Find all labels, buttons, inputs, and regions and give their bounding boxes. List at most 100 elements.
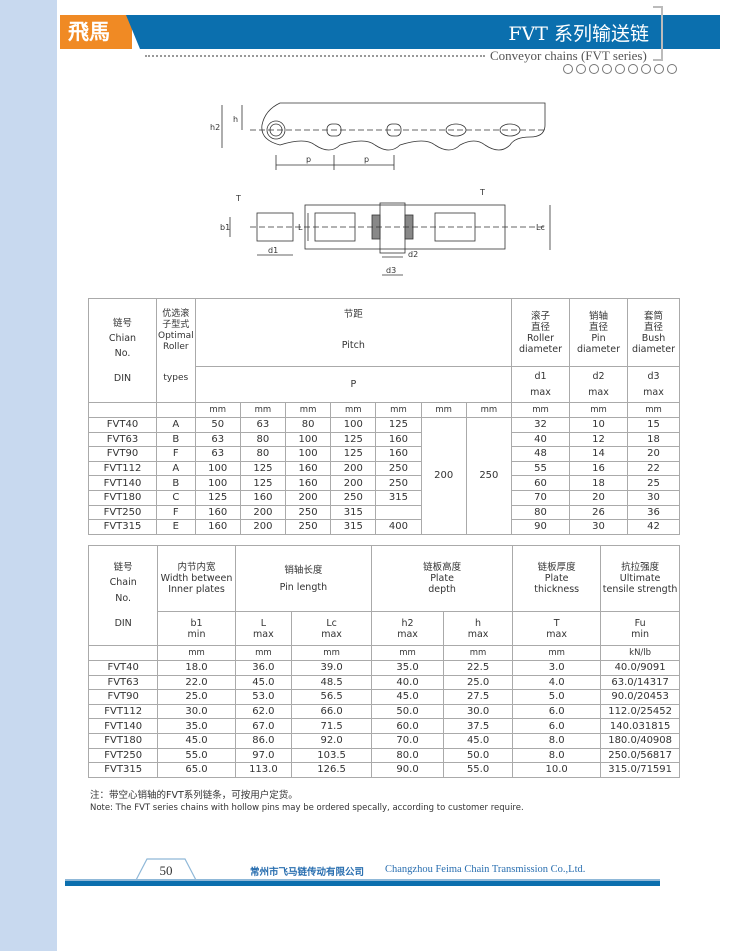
table-cell: FVT180 [87, 732, 159, 749]
table-cell: B [156, 475, 196, 491]
table-cell: 67.0 [234, 718, 293, 734]
merged-pitch-cell: 250 [465, 417, 513, 535]
table-cell: 26 [569, 504, 628, 521]
table-cell: FVT63 [88, 431, 157, 448]
table-cell: 200 [284, 489, 332, 506]
table-row: FVT63 22.0 45.0 48.5 40.0 25.0 4.0 63.0/14317 [87, 674, 680, 691]
table-row: FVT90 25.0 53.0 56.5 45.0 27.5 5.0 90.0/20453 [87, 689, 680, 705]
label-d2: d2 [408, 250, 418, 259]
table-cell: 14 [569, 446, 628, 462]
table-cell: 250 [375, 475, 422, 491]
table-cell: 18 [569, 475, 628, 491]
page-tab [135, 858, 197, 882]
table-cell: 113.0 [234, 762, 293, 778]
table-row: FVT40 A 50 63 80 100 125 200 250 32 10 15 [88, 417, 680, 535]
header-bar [126, 15, 720, 49]
table-cell: 63 [194, 446, 241, 462]
table-cell: 140.031815 [600, 718, 680, 734]
table-cell: 100 [330, 417, 377, 433]
table-cell: 315 [375, 489, 422, 506]
table-cell: 400 [375, 519, 422, 535]
table-cell: 80 [239, 431, 286, 448]
table-cell: 35.0 [157, 718, 236, 734]
table-cell: 80 [284, 417, 332, 433]
label-Lc: Lc [536, 223, 545, 232]
table-cell: 10 [569, 417, 628, 433]
page-title: FVT 系列输送链 [508, 23, 649, 45]
table-cell: 100 [194, 475, 241, 491]
table-row: FVT315 65.0 113.0 126.5 90.0 55.0 10.0 315.0/71… [87, 762, 680, 778]
table-cell: 6.0 [512, 703, 602, 720]
table-cell: 30.0 [443, 703, 514, 720]
label-b1: b1 [220, 223, 230, 232]
label-p: p [306, 155, 311, 164]
table-cell: FVT40 [87, 660, 159, 676]
table-cell: 20 [627, 446, 680, 462]
table-cell: 250 [330, 489, 377, 506]
table-cell: 39.0 [291, 660, 373, 676]
table-cell: 45.0 [371, 689, 445, 705]
table-cell: 8.0 [512, 747, 602, 764]
table-cell: 30.0 [157, 703, 236, 720]
table-cell: 125 [239, 460, 286, 477]
table-cell: 180.0/40908 [600, 732, 680, 749]
table-cell: FVT90 [88, 446, 157, 462]
table-cell: 56.5 [291, 689, 373, 705]
table-cell: 200 [330, 460, 377, 477]
table-cell: 48.5 [291, 674, 373, 691]
table-cell: 50.0 [443, 747, 514, 764]
table-cell: 42 [627, 519, 680, 535]
side-strip [0, 0, 57, 951]
table-cell: 70.0 [371, 732, 445, 749]
table-cell: 3.0 [512, 660, 602, 676]
table-cell: 90.0/20453 [600, 689, 680, 705]
table-cell: 160 [239, 489, 286, 506]
label-T: T [479, 188, 485, 197]
table-cell: 63 [239, 417, 286, 433]
table-cell: 125 [194, 489, 241, 506]
table-cell: 200 [239, 504, 286, 521]
table-cell: 63.0/14317 [600, 674, 680, 691]
table-cell: 103.5 [291, 747, 373, 764]
table-row: FVT90 F 63 80 100 125 160 48 14 20 [88, 446, 680, 462]
table-cell: 50.0 [371, 703, 445, 720]
table-cell: 315 [330, 504, 377, 521]
table-cell: 112.0/25452 [600, 703, 680, 720]
table-cell: 25.0 [443, 674, 514, 691]
table-row: FVT40 18.0 36.0 39.0 35.0 22.5 3.0 40.0/9091 [87, 660, 680, 676]
table-cell: 160 [284, 460, 332, 477]
table-cell: 10.0 [512, 762, 602, 778]
table-cell: 36.0 [234, 660, 293, 676]
table-cell: 36 [627, 504, 680, 521]
table-cell: FVT112 [88, 460, 157, 477]
table-cell: 4.0 [512, 674, 602, 691]
table-cell: 86.0 [234, 732, 293, 749]
table-cell: 60.0 [371, 718, 445, 734]
footer-line [65, 879, 660, 881]
table-cell: 160 [194, 504, 241, 521]
label-p: p [364, 155, 369, 164]
logo: 飛馬 [60, 15, 132, 49]
table-cell: 22 [627, 460, 680, 477]
table-cell: A [156, 417, 196, 433]
table-row: FVT250 55.0 97.0 103.5 80.0 50.0 8.0 250.0/5681… [87, 747, 680, 764]
table-cell: 100 [284, 446, 332, 462]
table-cell: 48 [511, 446, 570, 462]
table-cell: 66.0 [291, 703, 373, 720]
table-cell: 90 [511, 519, 570, 535]
table-cell: 32 [511, 417, 570, 433]
table-cell: 55.0 [157, 747, 236, 764]
table-cell: 100 [194, 460, 241, 477]
table-cell: 20 [569, 489, 628, 506]
table-cell: 55.0 [443, 762, 514, 778]
pitch-table: 链号 Chian No. DIN 优选滚 子型式 Optimal Roller types 节… [88, 298, 680, 535]
table-cell: FVT140 [87, 718, 159, 734]
table-cell: 315 [330, 519, 377, 535]
table-row: FVT140 B 100 125 160 200 250 60 18 25 [88, 475, 680, 491]
footer-bar [65, 881, 660, 886]
table-cell: 200 [239, 519, 286, 535]
table-cell: FVT250 [88, 504, 157, 521]
table-cell: 40.0 [371, 674, 445, 691]
table-cell: 92.0 [291, 732, 373, 749]
table-cell: 250 [375, 460, 422, 477]
